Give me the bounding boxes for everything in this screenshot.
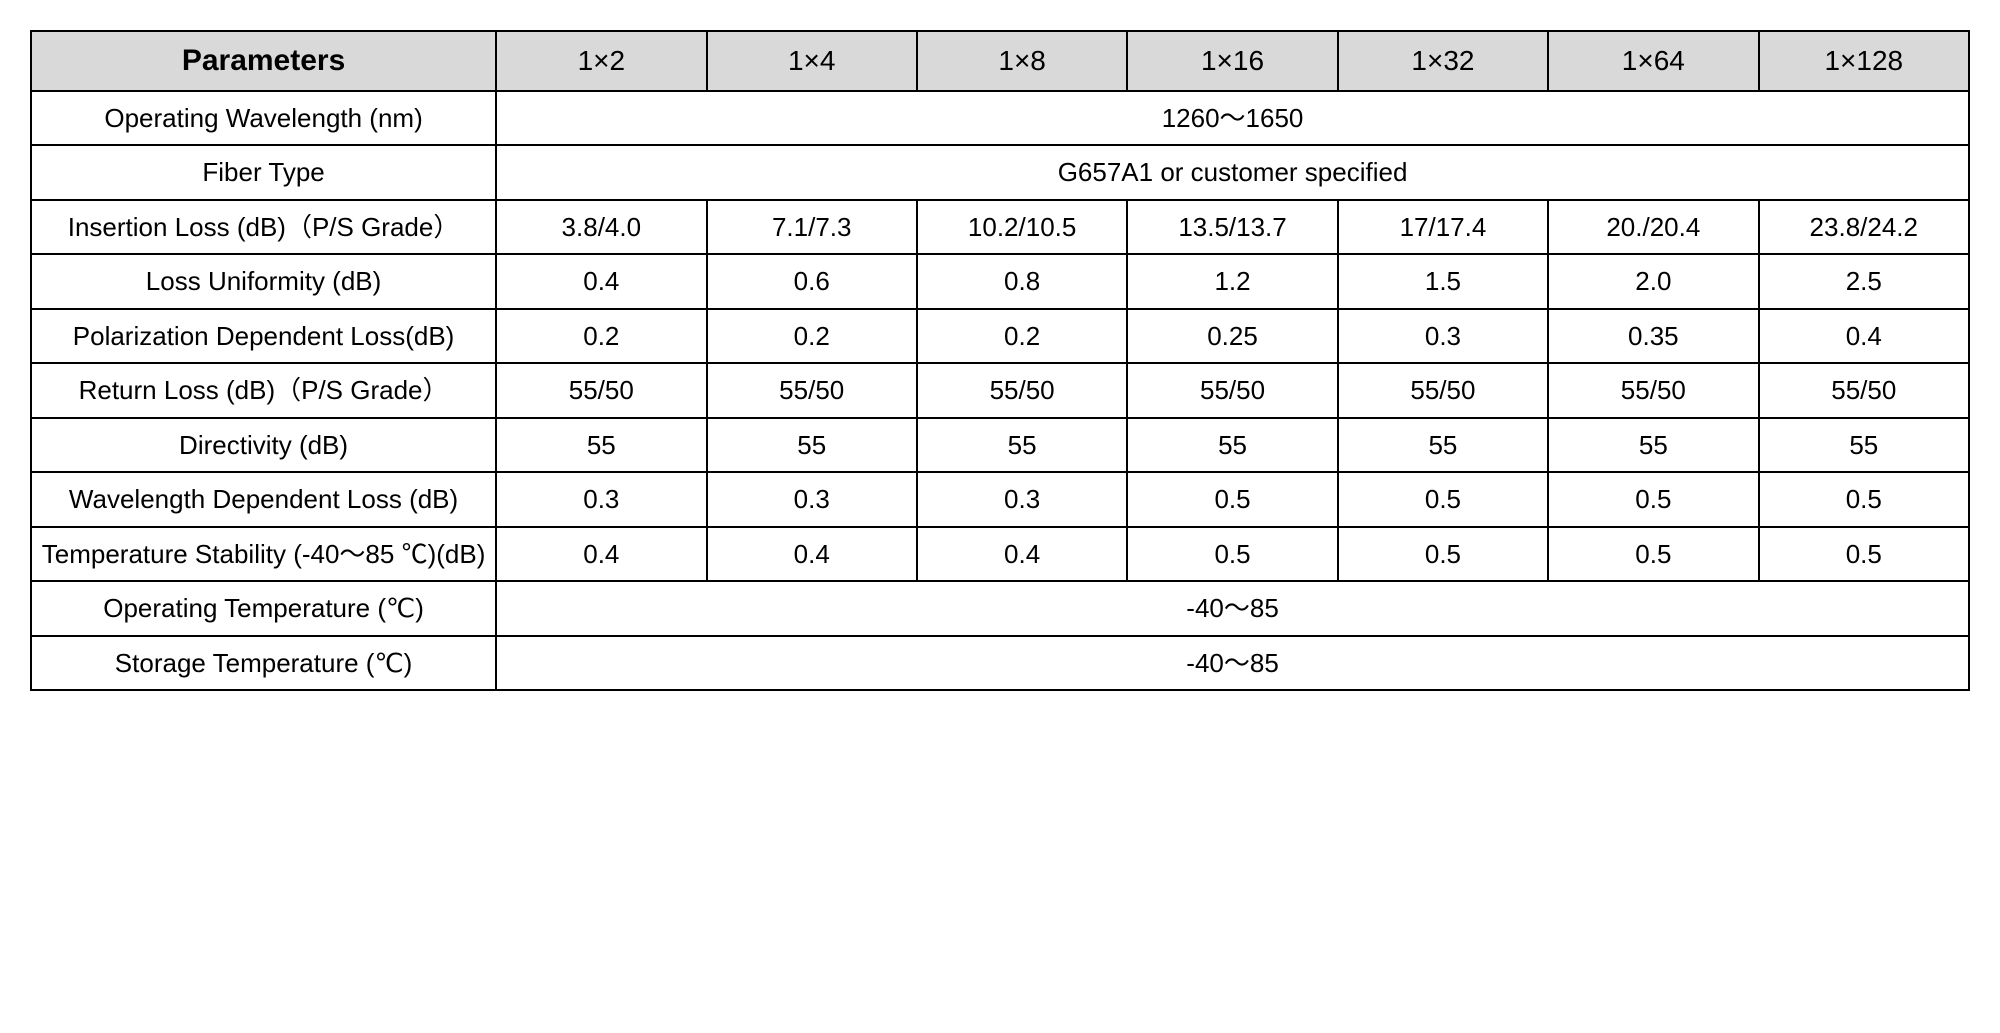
table-row: Loss Uniformity (dB)0.40.60.81.21.52.02.…: [31, 254, 1969, 309]
param-value: 55/50: [1338, 363, 1548, 418]
param-value: 2.0: [1548, 254, 1758, 309]
param-value: 0.5: [1127, 472, 1337, 527]
param-value-span: 1260～1650: [496, 91, 1969, 146]
param-value: 0.2: [917, 309, 1127, 364]
table-row: Storage Temperature (℃)-40～85: [31, 636, 1969, 691]
param-value: 0.8: [917, 254, 1127, 309]
table-header-row: Parameters 1×2 1×4 1×8 1×16 1×32 1×64 1×…: [31, 31, 1969, 91]
param-value-span: -40～85: [496, 581, 1969, 636]
spec-table: Parameters 1×2 1×4 1×8 1×16 1×32 1×64 1×…: [30, 30, 1970, 691]
param-value: 55: [496, 418, 706, 473]
param-label: Return Loss (dB)（P/S Grade）: [31, 363, 496, 418]
col-header: 1×64: [1548, 31, 1758, 91]
param-value: 55/50: [496, 363, 706, 418]
table-row: Operating Temperature (℃)-40～85: [31, 581, 1969, 636]
col-header: 1×16: [1127, 31, 1337, 91]
param-value: 0.5: [1548, 472, 1758, 527]
param-value: 1.2: [1127, 254, 1337, 309]
col-header: 1×4: [707, 31, 917, 91]
param-value: 55/50: [917, 363, 1127, 418]
param-value: 55: [1759, 418, 1969, 473]
param-value: 55: [1127, 418, 1337, 473]
param-value: 0.3: [1338, 309, 1548, 364]
table-row: Return Loss (dB)（P/S Grade）55/5055/5055/…: [31, 363, 1969, 418]
param-value: 17/17.4: [1338, 200, 1548, 255]
param-value: 0.4: [917, 527, 1127, 582]
table-row: Operating Wavelength (nm)1260～1650: [31, 91, 1969, 146]
param-label: Directivity (dB): [31, 418, 496, 473]
param-value: 0.2: [496, 309, 706, 364]
param-value: 0.4: [496, 254, 706, 309]
param-value: 0.5: [1338, 472, 1548, 527]
param-value: 55: [1338, 418, 1548, 473]
param-value: 0.5: [1759, 472, 1969, 527]
param-label: Wavelength Dependent Loss (dB): [31, 472, 496, 527]
param-value: 55/50: [1548, 363, 1758, 418]
param-label: Storage Temperature (℃): [31, 636, 496, 691]
table-row: Fiber TypeG657A1 or customer specified: [31, 145, 1969, 200]
col-header: 1×32: [1338, 31, 1548, 91]
table-row: Polarization Dependent Loss(dB)0.20.20.2…: [31, 309, 1969, 364]
param-value: 55/50: [707, 363, 917, 418]
param-value: 13.5/13.7: [1127, 200, 1337, 255]
param-value: 0.4: [707, 527, 917, 582]
table-row: Temperature Stability (-40～85 ℃)(dB)0.40…: [31, 527, 1969, 582]
param-value-span: G657A1 or customer specified: [496, 145, 1969, 200]
table-row: Insertion Loss (dB)（P/S Grade）3.8/4.07.1…: [31, 200, 1969, 255]
param-value: 0.5: [1338, 527, 1548, 582]
param-value: 7.1/7.3: [707, 200, 917, 255]
param-label: Temperature Stability (-40～85 ℃)(dB): [31, 527, 496, 582]
param-value: 0.6: [707, 254, 917, 309]
param-value: 0.3: [707, 472, 917, 527]
param-value: 55: [1548, 418, 1758, 473]
param-value: 0.5: [1759, 527, 1969, 582]
col-header: 1×128: [1759, 31, 1969, 91]
param-value: 0.4: [1759, 309, 1969, 364]
param-value: 0.3: [917, 472, 1127, 527]
param-value: 10.2/10.5: [917, 200, 1127, 255]
param-value: 55/50: [1759, 363, 1969, 418]
param-value: 0.3: [496, 472, 706, 527]
param-value: 0.5: [1127, 527, 1337, 582]
parameters-header: Parameters: [31, 31, 496, 91]
param-value: 0.25: [1127, 309, 1337, 364]
param-value-span: -40～85: [496, 636, 1969, 691]
table-body: Operating Wavelength (nm)1260～1650Fiber …: [31, 91, 1969, 691]
table-row: Wavelength Dependent Loss (dB)0.30.30.30…: [31, 472, 1969, 527]
param-label: Operating Wavelength (nm): [31, 91, 496, 146]
col-header: 1×2: [496, 31, 706, 91]
col-header: 1×8: [917, 31, 1127, 91]
param-label: Fiber Type: [31, 145, 496, 200]
param-label: Loss Uniformity (dB): [31, 254, 496, 309]
param-label: Insertion Loss (dB)（P/S Grade）: [31, 200, 496, 255]
param-value: 0.4: [496, 527, 706, 582]
param-value: 2.5: [1759, 254, 1969, 309]
param-value: 0.2: [707, 309, 917, 364]
table-row: Directivity (dB)55555555555555: [31, 418, 1969, 473]
param-value: 0.5: [1548, 527, 1758, 582]
param-value: 55: [917, 418, 1127, 473]
param-label: Polarization Dependent Loss(dB): [31, 309, 496, 364]
param-value: 0.35: [1548, 309, 1758, 364]
param-value: 55: [707, 418, 917, 473]
param-value: 20./20.4: [1548, 200, 1758, 255]
param-value: 23.8/24.2: [1759, 200, 1969, 255]
param-value: 55/50: [1127, 363, 1337, 418]
param-value: 3.8/4.0: [496, 200, 706, 255]
param-value: 1.5: [1338, 254, 1548, 309]
param-label: Operating Temperature (℃): [31, 581, 496, 636]
